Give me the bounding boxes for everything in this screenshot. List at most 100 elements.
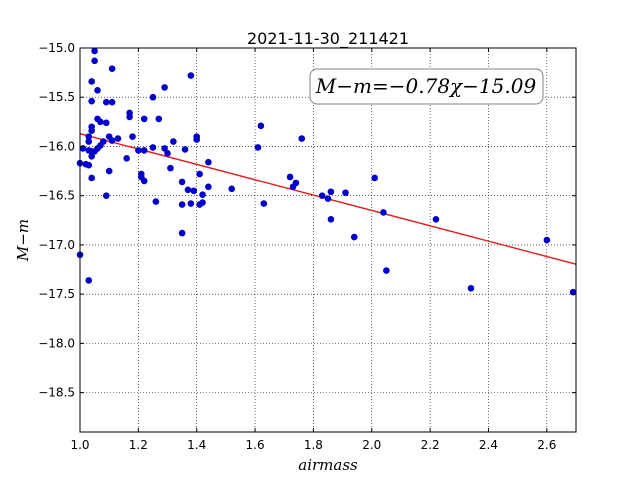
y-tick-label: −16.5 bbox=[38, 189, 75, 203]
data-point bbox=[342, 189, 349, 197]
y-tick-label: −17.0 bbox=[38, 238, 75, 252]
y-tick-label: −15.5 bbox=[38, 90, 75, 104]
data-point bbox=[114, 135, 122, 142]
data-point bbox=[100, 138, 107, 145]
y-tick-label: −18.0 bbox=[38, 336, 75, 350]
data-point bbox=[327, 216, 335, 223]
data-points bbox=[76, 47, 577, 296]
data-point bbox=[257, 122, 265, 130]
data-point bbox=[193, 136, 201, 143]
data-point bbox=[292, 179, 300, 187]
data-point bbox=[298, 135, 306, 142]
data-point bbox=[88, 78, 95, 85]
data-point bbox=[178, 201, 186, 208]
chart-title: 2021-11-30_211421 bbox=[247, 29, 409, 49]
data-point bbox=[371, 174, 378, 182]
data-point bbox=[170, 138, 177, 145]
data-point bbox=[187, 72, 195, 79]
data-point bbox=[327, 188, 335, 196]
data-point bbox=[152, 198, 160, 205]
data-point bbox=[350, 233, 358, 241]
x-tick-label: 2.0 bbox=[362, 438, 381, 452]
data-point bbox=[187, 200, 195, 207]
x-tick-label: 2.2 bbox=[421, 438, 440, 452]
y-axis-label: M−m bbox=[14, 219, 32, 262]
data-point bbox=[129, 133, 136, 140]
x-tick-label: 1.6 bbox=[246, 438, 265, 452]
data-point bbox=[85, 138, 93, 145]
data-point bbox=[123, 154, 130, 162]
data-point bbox=[324, 195, 332, 202]
y-tick-label: −18.5 bbox=[38, 386, 75, 400]
data-point bbox=[102, 192, 110, 199]
y-tick-label: −15.0 bbox=[38, 41, 75, 55]
data-point bbox=[164, 150, 171, 157]
y-tick-label: −17.5 bbox=[38, 287, 75, 301]
data-point bbox=[181, 146, 189, 153]
data-point bbox=[88, 153, 95, 160]
data-point bbox=[196, 170, 203, 178]
x-tick-label: 2.6 bbox=[537, 438, 556, 452]
data-point bbox=[161, 145, 168, 152]
data-point bbox=[190, 187, 198, 195]
data-point bbox=[108, 98, 116, 106]
data-point bbox=[88, 127, 95, 135]
data-point bbox=[149, 93, 157, 101]
data-point bbox=[199, 191, 206, 199]
data-point bbox=[161, 84, 168, 91]
data-point bbox=[137, 170, 145, 178]
axis-ticks bbox=[79, 47, 576, 432]
data-point bbox=[85, 161, 93, 169]
fit-annotation: M−m=−0.78χ−15.09 bbox=[309, 68, 544, 105]
x-axis-label: airmass bbox=[298, 456, 358, 474]
data-point bbox=[178, 178, 186, 186]
data-point bbox=[380, 209, 387, 216]
x-tick-labels: 1.0 1.2 1.4 1.6 1.8 2.0 2.2 2.4 2.6 bbox=[70, 438, 556, 452]
data-point bbox=[88, 97, 95, 105]
data-point bbox=[155, 115, 163, 123]
data-point bbox=[140, 115, 148, 123]
data-point bbox=[91, 57, 98, 65]
data-point bbox=[205, 158, 212, 166]
annotation-box bbox=[309, 68, 544, 105]
data-point bbox=[140, 177, 148, 185]
data-point bbox=[254, 144, 262, 151]
data-point bbox=[88, 174, 95, 182]
data-point bbox=[432, 216, 440, 223]
data-point bbox=[149, 144, 157, 151]
data-point bbox=[102, 98, 110, 106]
data-point bbox=[167, 164, 174, 172]
data-point bbox=[126, 109, 133, 117]
data-point bbox=[318, 192, 326, 199]
data-point bbox=[102, 119, 110, 127]
data-point bbox=[105, 167, 113, 175]
data-point bbox=[260, 200, 268, 207]
y-tick-label: −16.0 bbox=[38, 139, 75, 153]
data-point bbox=[184, 186, 192, 194]
data-point bbox=[205, 183, 212, 191]
data-point bbox=[135, 147, 142, 154]
data-point bbox=[199, 199, 206, 206]
data-point bbox=[286, 173, 294, 181]
data-point bbox=[85, 133, 93, 140]
plot-area bbox=[80, 48, 576, 432]
annotation-text: M−m=−0.78χ−15.09 bbox=[315, 74, 537, 98]
x-tick-label: 2.4 bbox=[479, 438, 498, 452]
data-point bbox=[178, 229, 186, 237]
x-tick-label: 1.4 bbox=[187, 438, 206, 452]
x-tick-label: 1.0 bbox=[70, 438, 89, 452]
x-tick-label: 1.8 bbox=[304, 438, 323, 452]
plot-frame bbox=[79, 47, 577, 433]
data-point bbox=[383, 267, 390, 274]
data-point bbox=[467, 284, 475, 292]
data-point bbox=[108, 137, 116, 144]
data-point bbox=[228, 185, 236, 193]
data-point bbox=[543, 236, 551, 244]
x-tick-label: 1.2 bbox=[129, 438, 148, 452]
y-tick-labels: −15.0 −15.5 −16.0 −16.5 −17.0 −17.5 −18.0 −18.5 bbox=[38, 41, 75, 400]
data-point bbox=[91, 47, 98, 55]
data-point bbox=[108, 65, 116, 72]
data-point bbox=[140, 147, 148, 154]
data-point bbox=[97, 118, 104, 126]
